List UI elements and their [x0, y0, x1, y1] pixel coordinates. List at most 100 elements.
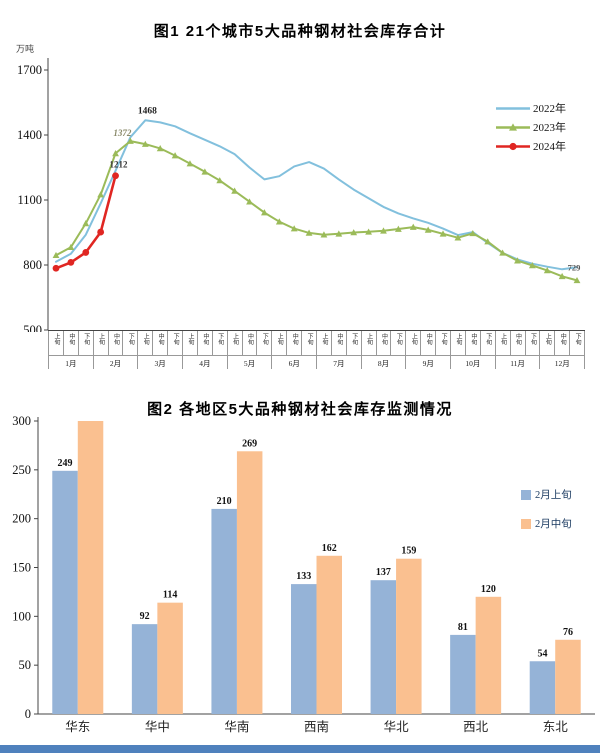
series-marker-2023年: [141, 140, 149, 147]
xaxis-period-label: 下旬: [127, 333, 134, 345]
data-point-label: 1212: [110, 160, 129, 170]
y-axis-tick-label: 300: [12, 414, 31, 428]
xaxis-period-label: 下旬: [574, 333, 581, 345]
xaxis-period-cell: 中旬: [152, 331, 167, 355]
x-category-label: 华北: [384, 719, 410, 734]
xaxis-period-label: 上旬: [186, 333, 193, 345]
xaxis-period-cell: 中旬: [464, 331, 480, 355]
series-marker-2023年: [528, 262, 536, 269]
series-marker-2023年: [350, 229, 358, 236]
xaxis-period-cell: 下旬: [479, 331, 495, 355]
xaxis-period-cell: 下旬: [524, 331, 540, 355]
series-marker-2023年: [186, 160, 194, 167]
y-axis-tick-label: 0: [25, 707, 31, 721]
data-point-label: 729: [568, 262, 581, 272]
xaxis-month-label: 5月: [226, 356, 272, 369]
xaxis-period-label: 上旬: [410, 333, 417, 345]
xaxis-period-label: 下旬: [261, 333, 268, 345]
xaxis-period-label: 中旬: [157, 333, 164, 345]
bar-2月上旬-西南: [291, 584, 317, 714]
series-marker-2024年: [97, 228, 105, 236]
legend-item-2024年: 2024年: [496, 138, 566, 154]
xaxis-month-label: 6月: [271, 356, 316, 369]
series-marker-2023年: [469, 229, 477, 237]
xaxis-period-label: 中旬: [469, 333, 476, 345]
bar-2月中旬-西南: [316, 555, 342, 714]
xaxis-period-label: 中旬: [559, 333, 566, 345]
series-marker-2023年: [246, 198, 253, 205]
series-marker-2024年: [52, 264, 60, 272]
bar-value-label: 81: [458, 622, 468, 633]
xaxis-month-row: 1月 2月 3月 4月 5月 6月 7月 8月 9月 10月 11月 12月: [48, 356, 586, 369]
y-axis-tick-label: 250: [12, 463, 31, 477]
series-marker-2023年: [305, 229, 313, 236]
bar-2月上旬-华北: [370, 580, 397, 714]
series-marker-2023年: [231, 187, 239, 194]
legend-label: 2023年: [533, 122, 566, 134]
xaxis-period-cell: 下旬: [122, 331, 137, 355]
series-marker-2024年: [67, 259, 75, 266]
legend-triangle-marker: [509, 122, 517, 131]
xaxis-period-label: 下旬: [172, 333, 179, 345]
xaxis-period-cell: 上旬: [92, 331, 108, 355]
bar-2月中旬-华南: [236, 451, 263, 714]
series-marker-2023年: [171, 152, 179, 159]
x-category-label: 西南: [304, 719, 329, 734]
xaxis-period-label: 中旬: [246, 333, 253, 345]
xaxis-month-label: 1月: [48, 356, 93, 369]
xaxis-month-label: 8月: [360, 356, 406, 369]
xaxis-period-label: 上旬: [454, 333, 461, 345]
xaxis-period-cell: 上旬: [360, 331, 376, 355]
line-chart-unit-label: 万吨: [16, 44, 35, 54]
series-marker-2023年: [335, 230, 343, 237]
legend-square-icon: [521, 489, 531, 500]
xaxis-period-label: 上旬: [544, 333, 551, 345]
bar-value-label: 114: [163, 590, 177, 601]
bar-2月上旬-华中: [131, 624, 158, 714]
bar-value-label: 92: [140, 611, 150, 622]
series-marker-2023年: [365, 228, 372, 235]
line-chart-canvas: 500 800 1100 1400 1700 1468 1372 1212 729: [17, 58, 581, 332]
xaxis-period-label: 下旬: [484, 333, 491, 345]
xaxis-period-cell: 中旬: [375, 331, 391, 355]
x-category-label: 东北: [543, 720, 569, 734]
x-category-label: 华南: [224, 719, 249, 734]
xaxis-period-label: 中旬: [425, 333, 432, 345]
bar-value-label: 269: [242, 438, 257, 449]
series-marker-2023年: [52, 251, 60, 259]
xaxis-period-label: 下旬: [350, 333, 357, 345]
line-chart-legend: 2022年 2023年 2024年: [496, 100, 566, 154]
xaxis-month-label: 10月: [450, 356, 495, 369]
legend-label: 2月中旬: [535, 519, 572, 530]
series-marker-2023年: [97, 191, 105, 198]
xaxis-period-cell: 上旬: [48, 331, 63, 355]
bar-2月上旬-华南: [211, 508, 237, 714]
xaxis-period-cell: 中旬: [509, 331, 525, 355]
x-category-label: 华中: [145, 719, 170, 734]
xaxis-month-label: 3月: [137, 356, 182, 369]
legend-item-2022年: 2022年: [496, 100, 566, 116]
legend-item-2月上旬: 2月上旬: [521, 487, 572, 502]
legend-label: 2024年: [533, 141, 566, 153]
xaxis-period-cell: 上旬: [405, 331, 420, 355]
xaxis-period-cell: 中旬: [420, 331, 435, 355]
line-chart-title: 图1 21个城市5大品种钢材社会库存合计: [153, 23, 447, 41]
xaxis-period-row: 上旬 中旬 下旬 上旬 中旬 下旬 上旬 中旬 下旬 上旬 中旬 下旬 上旬 中旬 下旬 上旬 中旬 下旬 上旬 中旬…: [48, 330, 586, 356]
series-marker-2023年: [573, 276, 581, 284]
bar-value-label: 137: [376, 567, 391, 578]
y-axis-tick-label: 500: [23, 323, 42, 332]
series-marker-2023年: [156, 145, 164, 152]
xaxis-period-cell: 下旬: [167, 331, 182, 355]
bar-2月上旬-西北: [450, 634, 476, 714]
series-marker-2023年: [514, 257, 521, 264]
xaxis-period-label: 下旬: [529, 333, 536, 345]
xaxis-month-label: 12月: [539, 356, 586, 369]
xaxis-period-cell: 下旬: [569, 331, 586, 355]
bar-2月中旬-华东: [77, 421, 104, 714]
y-axis-tick-label: 1100: [17, 193, 42, 207]
xaxis-period-label: 中旬: [291, 333, 298, 345]
series-marker-2023年: [127, 137, 134, 144]
legend-label: 2月上旬: [535, 490, 572, 501]
xaxis-period-cell: 下旬: [256, 331, 271, 355]
xaxis-period-cell: 下旬: [77, 331, 93, 355]
